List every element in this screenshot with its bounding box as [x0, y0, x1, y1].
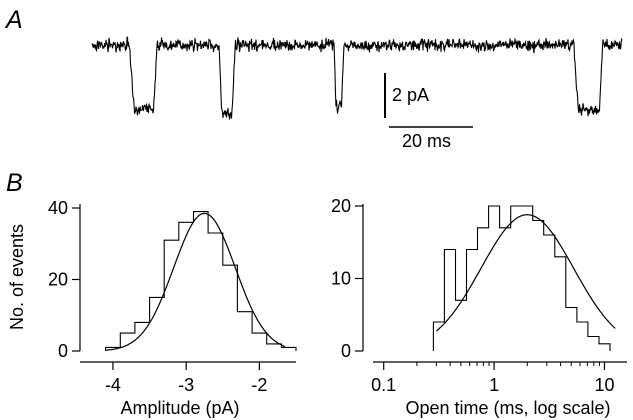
- amplitude-histogram: 0 20 40 -4 -3 -2 Amplitude (pA) No. of events: [7, 198, 297, 418]
- open-time-x-tick-label: 0.1: [371, 375, 396, 395]
- time-scale-label: 20 ms: [402, 131, 451, 151]
- amplitude-y-tick-label: 40: [48, 198, 68, 218]
- trace-line: [91, 36, 623, 120]
- amplitude-x-tick-label: -4: [105, 375, 121, 395]
- open-time-x-tick-label: 10: [594, 375, 614, 395]
- scale-bars: 2 pA 20 ms: [384, 73, 473, 151]
- amplitude-gaussian-fit: [105, 212, 286, 351]
- amplitude-x-tick-label: -2: [251, 375, 267, 395]
- amplitude-x-tick-label: -3: [178, 375, 194, 395]
- open-time-y-tick-label: 10: [331, 269, 351, 289]
- current-scale-label: 2 pA: [392, 85, 429, 105]
- amplitude-histogram-steps: [105, 211, 297, 351]
- open-time-histogram: 0 10 20 0.1 1 10 Open time (ms, log scale): [331, 196, 627, 418]
- amplitude-y-tick-label: 0: [58, 341, 68, 361]
- amplitude-y-label: No. of events: [7, 224, 27, 330]
- open-time-fit: [436, 214, 616, 332]
- amplitude-x-label: Amplitude (pA): [120, 398, 239, 418]
- open-time-histogram-steps: [432, 205, 611, 351]
- amplitude-y-tick-label: 20: [48, 270, 68, 290]
- open-time-y-tick-label: 20: [331, 196, 351, 216]
- open-time-x-tick-label: 1: [489, 375, 499, 395]
- single-channel-trace: [91, 36, 623, 120]
- open-time-y-tick-label: 0: [341, 341, 351, 361]
- panel-b-label: B: [6, 169, 23, 197]
- open-time-x-label: Open time (ms, log scale): [405, 398, 610, 418]
- panel-a-label: A: [4, 6, 23, 34]
